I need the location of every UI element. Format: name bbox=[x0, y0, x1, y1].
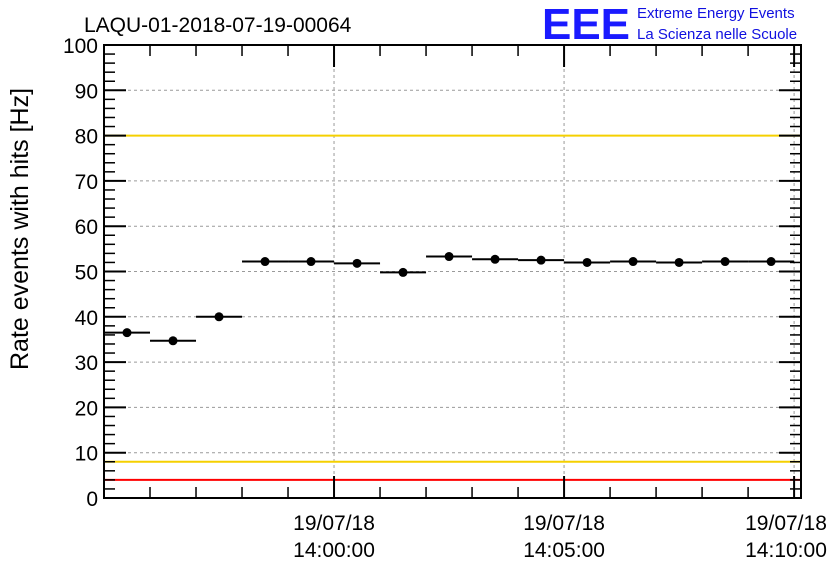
x-tick-date-label: 19/07/18 bbox=[523, 512, 605, 535]
y-tick-label: 60 bbox=[75, 216, 98, 239]
y-tick-label: 30 bbox=[75, 352, 98, 375]
data-point bbox=[352, 258, 362, 268]
data-point bbox=[122, 328, 132, 338]
x-tick-date-label: 19/07/18 bbox=[293, 512, 375, 535]
x-tick-time-label: 14:10:00 bbox=[745, 539, 827, 562]
y-tick-label: 100 bbox=[63, 35, 98, 58]
x-tick-date-label: 19/07/18 bbox=[745, 512, 827, 535]
y-tick-label: 70 bbox=[75, 171, 98, 194]
y-tick-label: 20 bbox=[75, 397, 98, 420]
y-tick-label: 10 bbox=[75, 443, 98, 466]
data-point bbox=[490, 254, 500, 264]
data-point bbox=[582, 257, 592, 267]
data-point bbox=[674, 257, 684, 267]
logo-line1: Extreme Energy Events bbox=[637, 5, 795, 22]
data-point bbox=[628, 257, 638, 267]
y-tick-label: 50 bbox=[75, 262, 98, 285]
data-point bbox=[398, 267, 408, 277]
y-tick-label: 80 bbox=[75, 126, 98, 149]
y-axis-label: Rate events with hits [Hz] bbox=[6, 88, 34, 370]
eee-logo: EEE Extreme Energy Events La Scienza nel… bbox=[542, 0, 797, 49]
data-point bbox=[214, 312, 224, 322]
data-point bbox=[444, 252, 454, 262]
x-tick-time-label: 14:05:00 bbox=[523, 539, 605, 562]
data-series bbox=[104, 252, 795, 346]
x-tick-time-label: 14:00:00 bbox=[293, 539, 375, 562]
data-point bbox=[306, 257, 316, 267]
grid-lines bbox=[104, 45, 801, 498]
y-tick-label: 90 bbox=[75, 80, 98, 103]
chart-title: LAQU-01-2018-07-19-00064 bbox=[84, 14, 352, 37]
data-point bbox=[168, 336, 178, 346]
axes: 0 10 20 30 40 50 60 70 80 90 100 19/07/18 14:00:00 19… bbox=[63, 35, 827, 562]
y-tick-label: 40 bbox=[75, 307, 98, 330]
data-point bbox=[720, 257, 730, 267]
data-point bbox=[536, 255, 546, 265]
logo-line2: La Scienza nelle Scuole bbox=[637, 26, 797, 43]
logo-mark: EEE bbox=[542, 0, 630, 49]
data-point bbox=[766, 257, 776, 267]
data-point bbox=[260, 257, 270, 267]
y-tick-label: 0 bbox=[86, 488, 98, 511]
